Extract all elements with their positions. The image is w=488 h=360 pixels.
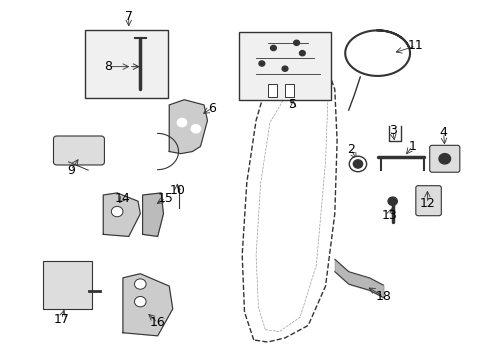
Text: 5: 5: [288, 98, 297, 112]
Circle shape: [387, 197, 397, 205]
Circle shape: [293, 40, 299, 45]
Text: 4: 4: [439, 126, 447, 139]
Text: 12: 12: [419, 197, 434, 210]
Text: 1: 1: [407, 140, 415, 153]
Circle shape: [438, 154, 449, 164]
FancyBboxPatch shape: [285, 84, 294, 96]
Text: 8: 8: [103, 60, 112, 73]
Polygon shape: [122, 274, 172, 336]
Text: 11: 11: [407, 39, 423, 53]
Circle shape: [191, 125, 200, 133]
Text: 7: 7: [124, 10, 132, 23]
Text: 17: 17: [54, 313, 69, 326]
Text: 13: 13: [381, 209, 396, 222]
Text: 16: 16: [149, 316, 165, 329]
Polygon shape: [142, 193, 163, 237]
Circle shape: [299, 50, 305, 56]
Text: 18: 18: [375, 290, 390, 303]
FancyBboxPatch shape: [429, 145, 459, 172]
Text: 3: 3: [388, 124, 396, 137]
Text: 15: 15: [158, 192, 173, 204]
FancyBboxPatch shape: [267, 84, 276, 96]
Circle shape: [282, 66, 287, 71]
FancyBboxPatch shape: [415, 186, 440, 216]
FancyBboxPatch shape: [53, 136, 104, 165]
Polygon shape: [103, 193, 140, 237]
Text: 9: 9: [67, 164, 75, 177]
Circle shape: [270, 45, 276, 50]
Polygon shape: [169, 100, 207, 154]
Text: 14: 14: [115, 192, 131, 204]
Circle shape: [353, 160, 362, 168]
Text: 2: 2: [346, 143, 354, 156]
Circle shape: [259, 61, 264, 66]
FancyBboxPatch shape: [43, 261, 91, 309]
Circle shape: [111, 206, 122, 217]
Circle shape: [348, 156, 366, 172]
Text: 6: 6: [208, 102, 216, 114]
FancyBboxPatch shape: [238, 32, 331, 100]
Text: 10: 10: [169, 184, 185, 197]
Circle shape: [177, 118, 186, 127]
Circle shape: [134, 279, 146, 289]
FancyBboxPatch shape: [84, 30, 168, 98]
Circle shape: [134, 297, 146, 307]
